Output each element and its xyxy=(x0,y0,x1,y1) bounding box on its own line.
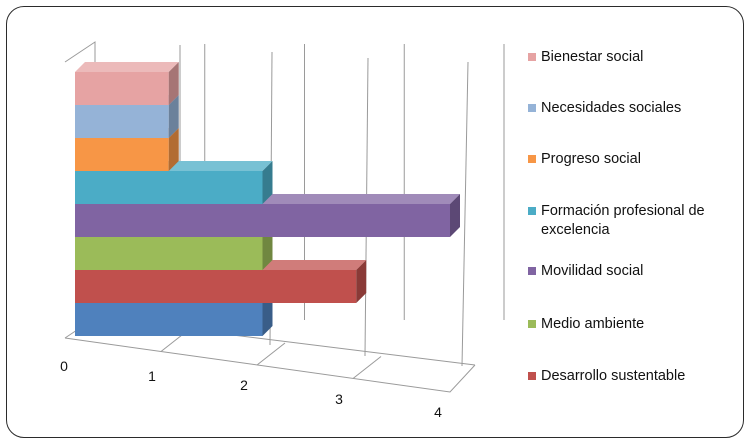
bar-7-side xyxy=(168,62,179,105)
x-tick-label-1: 1 xyxy=(148,368,156,384)
bar-2-side xyxy=(262,227,273,270)
floor-front-edge xyxy=(64,337,476,393)
x-tick-label-3: 3 xyxy=(335,391,343,407)
bar-1-front xyxy=(75,270,357,303)
legend-label-necesidades-sociales: Necesidades sociales xyxy=(541,100,682,116)
legend-swatch-desarrollo-sustentable xyxy=(528,372,536,380)
legend-label-bienestar-social: Bienestar social xyxy=(541,49,644,65)
legend-swatch-progreso-social xyxy=(528,155,536,163)
legend-label-formacion-profesional: Formación profesional de excelencia xyxy=(541,203,705,238)
bar-1-side xyxy=(356,260,367,303)
back-gridline-4 xyxy=(461,61,469,367)
bar-0-front xyxy=(75,303,263,336)
legend-swatch-bienestar-social xyxy=(528,53,536,61)
legend-label-movilidad-social: Movilidad social xyxy=(541,263,644,279)
bar-6-front xyxy=(75,105,169,138)
x-tick-label-4: 4 xyxy=(434,404,442,420)
bar-5-side xyxy=(168,128,179,171)
bar-7-front xyxy=(75,72,169,105)
x-tick-label-0: 0 xyxy=(60,358,68,374)
legend-label-progreso-social: Progreso social xyxy=(541,151,641,167)
x-tick-label-2: 2 xyxy=(240,377,248,393)
bar-3-side xyxy=(450,194,460,237)
bar-7-top xyxy=(75,62,179,72)
legend-swatch-formacion-profesional xyxy=(528,207,536,215)
floor-gridline-3 xyxy=(352,356,382,379)
legend-label-desarrollo-sustentable: Desarrollo sustentable xyxy=(541,368,686,384)
legend-swatch-movilidad-social xyxy=(528,267,536,275)
floor-gridline-2 xyxy=(256,342,286,366)
bar-5-front xyxy=(75,138,169,171)
bar-4-front xyxy=(75,171,263,204)
bar-2-front xyxy=(75,237,263,270)
legend-swatch-medio-ambiente xyxy=(528,320,536,328)
bar-3-front xyxy=(75,204,450,237)
bar-6-side xyxy=(168,95,179,138)
bar-4-side xyxy=(262,161,273,204)
bar-0-side xyxy=(262,293,273,336)
legend-label-medio-ambiente: Medio ambiente xyxy=(541,316,645,332)
legend-swatch-necesidades-sociales xyxy=(528,104,536,112)
